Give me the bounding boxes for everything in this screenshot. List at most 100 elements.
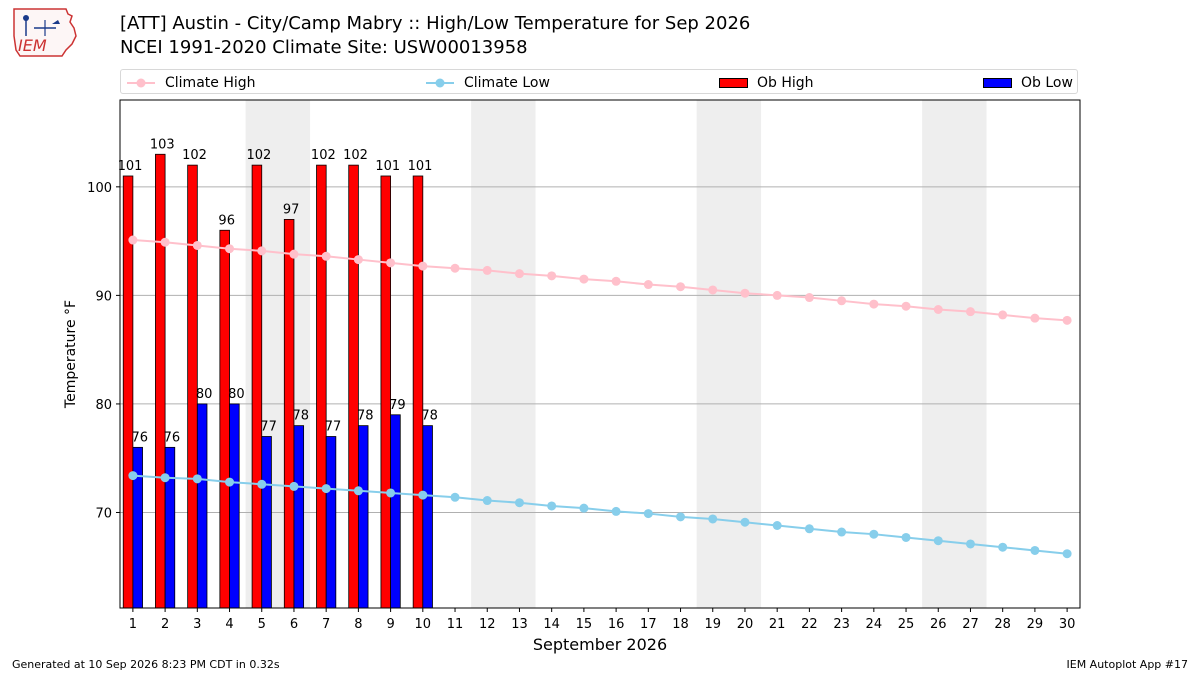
climate-low-point: [353, 486, 363, 496]
x-tick-label: 2: [161, 617, 169, 632]
ob-low-bar: [229, 403, 240, 609]
climate-low-point: [869, 529, 879, 539]
climate-low-point: [901, 532, 911, 542]
x-tick-label: 16: [608, 617, 625, 632]
x-tick-label: 12: [479, 617, 496, 632]
ob-low-bar-label: 78: [421, 409, 438, 424]
legend-label-climate-low: Climate Low: [464, 74, 550, 91]
ob-high-bar: [219, 229, 230, 609]
climate-high-point: [1062, 315, 1072, 325]
y-tick-label: 90: [95, 289, 112, 304]
x-tick-label: 1: [129, 617, 137, 632]
ob-low-bar: [164, 446, 176, 609]
x-tick-label: 17: [640, 617, 657, 632]
x-tick-label: 29: [1027, 617, 1044, 632]
climate-low-point: [998, 542, 1008, 552]
legend-label-climate-high: Climate High: [165, 74, 256, 91]
ob-high-bar-label: 102: [311, 148, 336, 163]
ob-high-bar-label: 103: [150, 137, 175, 152]
y-tick-label: 80: [95, 398, 112, 413]
page-title: [ATT] Austin - City/Camp Mabry :: High/L…: [120, 13, 751, 34]
climate-low-point: [676, 512, 686, 522]
climate-low-point: [418, 490, 428, 500]
y-tick-label: 70: [95, 506, 112, 521]
climate-low-point: [708, 514, 718, 524]
ob-high-bar-label: 101: [118, 159, 143, 174]
climate-low-point: [740, 517, 750, 527]
climate-high-point: [611, 276, 621, 286]
ob-high-bar: [380, 175, 392, 609]
weekend-band: [922, 100, 987, 608]
climate-high-point: [321, 251, 331, 261]
x-tick-label: 21: [769, 617, 786, 632]
climate-high-line: [132, 239, 1068, 322]
ob-high-bar-label: 101: [375, 159, 400, 174]
ob-high-bar: [348, 164, 359, 609]
climate-low-point: [514, 498, 524, 508]
x-tick-label: 11: [447, 617, 464, 632]
climate-low-point: [965, 539, 975, 549]
ob-high-bar: [251, 164, 263, 609]
climate-low-point: [1062, 549, 1072, 559]
climate-high-point: [160, 237, 170, 247]
climate-high-point: [1030, 313, 1040, 323]
x-tick-label: 4: [225, 617, 233, 632]
climate-low-point: [386, 488, 396, 498]
climate-high-point: [289, 249, 299, 259]
x-tick-label: 27: [962, 617, 979, 632]
ob-low-bar-label: 80: [228, 387, 245, 402]
climate-high-point: [482, 265, 492, 275]
footer-app: IEM Autoplot App #17: [1066, 658, 1189, 671]
climate-high-point: [965, 307, 975, 317]
climate-low-point: [128, 471, 138, 481]
legend-item-climate-low: Climate Low: [424, 70, 550, 95]
x-tick-label: 3: [193, 617, 201, 632]
ob-low-bar-label: 78: [357, 409, 374, 424]
climate-low-point: [160, 473, 170, 483]
legend-bar-swatch-icon: [719, 77, 748, 88]
ob-low-bar: [422, 425, 433, 609]
page-subtitle: NCEI 1991-2020 Climate Site: USW00013958: [120, 37, 528, 58]
weekend-band: [471, 100, 536, 608]
ob-low-bar-label: 76: [164, 430, 181, 445]
climate-high-point: [869, 299, 879, 309]
ob-low-bar-label: 77: [325, 419, 342, 434]
climate-high-point: [128, 235, 138, 245]
y-tick-label: 100: [87, 181, 112, 196]
climate-high-point: [708, 285, 718, 295]
climate-high-point: [676, 282, 686, 292]
climate-low-line: [132, 474, 1068, 555]
climate-low-point: [321, 484, 331, 494]
ob-high-bar-label: 96: [218, 213, 235, 228]
ob-low-bar: [196, 403, 208, 609]
x-tick-label: 6: [290, 617, 298, 632]
ob-low-bar: [261, 436, 272, 609]
climate-high-point: [579, 274, 589, 284]
climate-low-point: [225, 477, 235, 487]
legend-bar-swatch-icon: [983, 77, 1012, 88]
climate-low-point: [289, 481, 299, 491]
ob-low-bar: [357, 425, 369, 609]
x-tick-label: 18: [672, 617, 689, 632]
climate-high-point: [740, 288, 750, 298]
footer-generated: Generated at 10 Sep 2026 8:23 PM CDT in …: [12, 658, 280, 671]
climate-low-point: [192, 474, 202, 484]
x-tick-label: 26: [930, 617, 947, 632]
ob-high-bar-label: 97: [283, 202, 300, 217]
ob-high-bar-label: 102: [182, 148, 207, 163]
climate-low-point: [547, 501, 557, 511]
x-tick-label: 24: [866, 617, 883, 632]
ob-low-bar-label: 77: [260, 419, 277, 434]
climate-high-point: [450, 263, 460, 273]
legend-line-marker-icon: [426, 78, 454, 87]
climate-high-point: [901, 301, 911, 311]
x-tick-label: 15: [576, 617, 593, 632]
ob-high-bar: [316, 164, 327, 609]
climate-high-point: [933, 304, 943, 314]
logo-text: IEM: [18, 36, 47, 55]
climate-low-point: [643, 509, 653, 519]
ob-low-bar: [390, 414, 401, 609]
climate-high-point: [353, 255, 363, 265]
ob-high-bar: [155, 153, 166, 609]
